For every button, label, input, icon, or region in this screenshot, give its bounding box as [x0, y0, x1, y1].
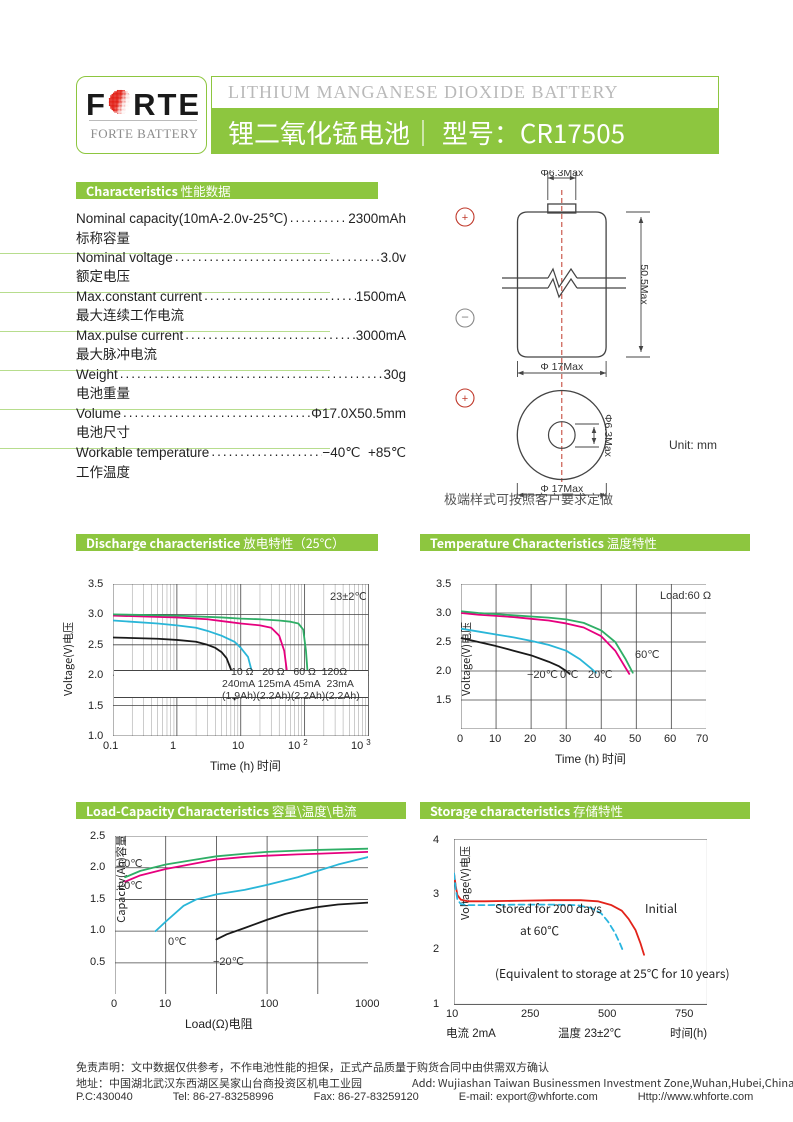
svg-text:Φ6.3Max: Φ6.3Max: [602, 414, 614, 458]
svg-text:Φ 17Max: Φ 17Max: [540, 361, 584, 373]
svg-text:−: −: [461, 310, 469, 325]
svg-text:50.5Max: 50.5Max: [638, 264, 650, 305]
svg-text:Unit: mm: Unit: mm: [669, 438, 717, 452]
svg-text:+: +: [462, 393, 468, 405]
svg-text:Φ6.3Max: Φ6.3Max: [540, 170, 584, 179]
svg-text:+: +: [462, 212, 468, 224]
